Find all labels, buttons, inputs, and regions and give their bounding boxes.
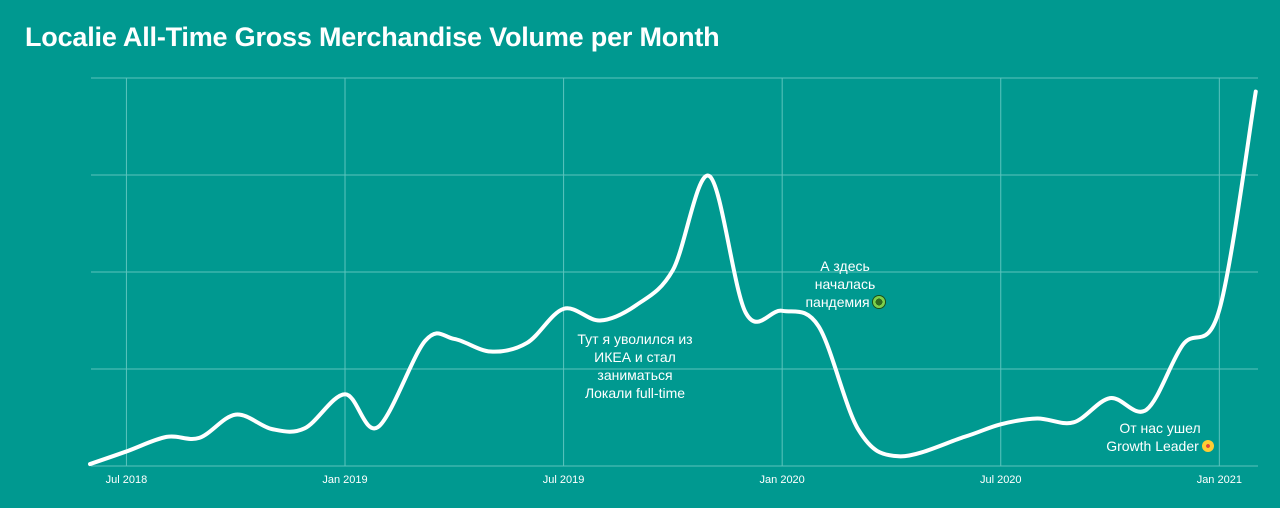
x-axis-tick-labels: Jul 2018 Jan 2019 Jul 2019 Jan 2020 Jul 2020… [106, 474, 1242, 486]
annotation-ikea-line-3: заниматься [597, 367, 673, 383]
annotation-growth-line-2-text: Growth Leader [1106, 438, 1199, 454]
x-tick-label: Jan 2020 [760, 474, 805, 486]
x-tick-label: Jul 2020 [980, 474, 1022, 486]
annotation-growth-leader: От нас ушел Growth Leader [1090, 419, 1230, 455]
grid-lines [91, 77, 1258, 467]
chart-title: Localie All-Time Gross Merchandise Volum… [25, 22, 720, 52]
annotation-pandemic-line-2: началась [814, 276, 876, 292]
annotation-growth-line-1: От нас ушел [1119, 420, 1201, 436]
annotation-pandemic-line-3: пандемия [790, 293, 900, 311]
gmv-series-line [88, 89, 1258, 467]
smiley-icon [1201, 440, 1214, 452]
x-tick-label: Jul 2018 [106, 474, 148, 486]
annotation-ikea-line-1: Тут я уволился из [577, 331, 693, 347]
annotation-pandemic: А здесь началась пандемия [790, 257, 900, 311]
x-tick-label: Jan 2021 [1197, 474, 1242, 486]
annotation-pandemic-line-1: А здесь [820, 258, 870, 274]
virus-icon [872, 296, 885, 308]
x-tick-label: Jul 2019 [543, 474, 585, 486]
gmv-series-points [90, 91, 1257, 464]
annotation-ikea-line-2: ИКЕА и стал [594, 349, 676, 365]
x-tick-label: Jan 2019 [322, 474, 367, 486]
annotation-ikea-line-4: Локали full-time [584, 385, 686, 401]
annotation-ikea: Тут я уволился из ИКЕА и стал заниматься… [560, 330, 710, 402]
annotation-pandemic-line-3-text: пандемия [805, 294, 870, 310]
annotation-growth-line-2: Growth Leader [1090, 437, 1230, 455]
